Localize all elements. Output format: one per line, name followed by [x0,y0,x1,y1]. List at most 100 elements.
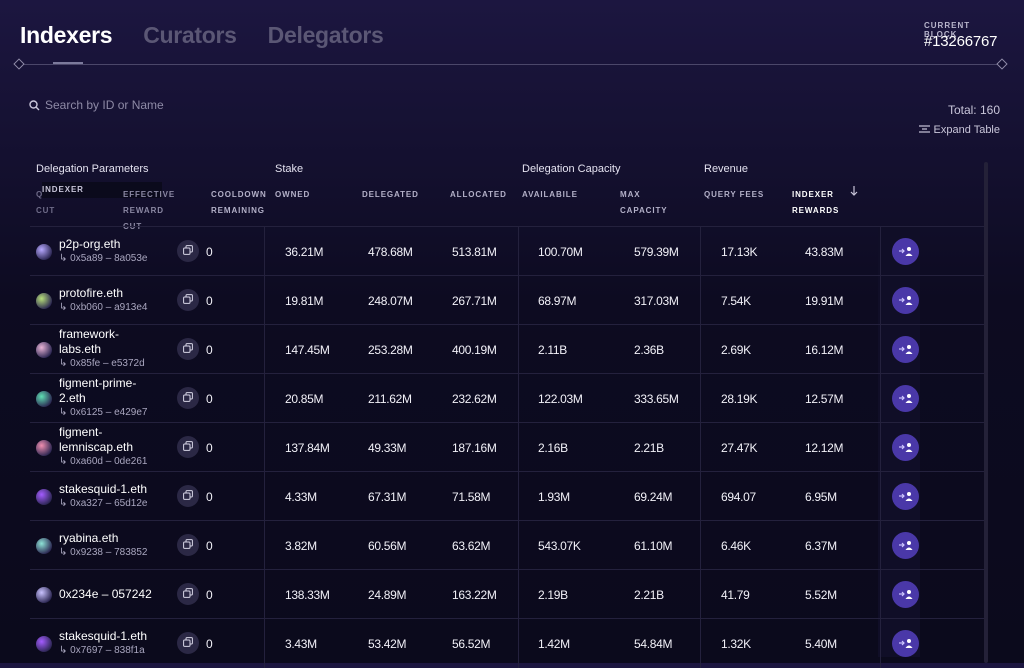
col-allocated[interactable]: ALLOCATED [450,187,520,203]
indexer-address: ↳ 0xb060 – a913e4 [59,302,147,313]
column-divider [880,619,881,668]
col-indexer-rewards[interactable]: INDEXER REWARDS [792,187,852,219]
expand-table-label: Expand Table [934,124,1000,136]
indexer-address: ↳ 0xa60d – 0de261 [59,456,147,467]
col-max-capacity[interactable]: MAX CAPACITY [620,187,670,219]
column-divider [880,570,881,619]
tab-curators[interactable]: Curators [143,22,236,49]
column-divider [264,374,265,423]
cell-cooldown: 0 [206,619,212,668]
indexer-name-line2[interactable]: labs.eth [59,342,101,357]
cell-allocated: 187.16M [452,423,497,472]
col-owned[interactable]: OWNED [275,187,335,203]
cell-indexer-rewards: 12.12M [805,423,843,472]
column-divider [700,325,701,374]
indexer-avatar [36,440,52,456]
cell-indexer-rewards: 19.91M [805,276,843,325]
delegate-button[interactable] [892,336,919,363]
copy-address-button[interactable] [177,583,199,605]
cell-allocated: 63.62M [452,521,490,570]
copy-icon [183,634,193,652]
cell-delegated: 67.31M [368,472,406,521]
column-divider [518,472,519,521]
cell-max-capacity: 2.21B [634,570,664,619]
delegate-button[interactable] [892,581,919,608]
expand-table-button[interactable]: Expand Table [919,124,1000,136]
table-row[interactable]: protofire.eth ↳ 0xb060 – a913e4 0 19.81M 248… [30,275,985,325]
expand-icon [919,124,930,136]
copy-address-button[interactable] [177,387,199,409]
column-divider [700,227,701,276]
table-row[interactable]: framework-labs.eth ↳ 0x85fe – e5372d 0 147.… [30,324,985,374]
cell-delegated: 253.28M [368,325,413,374]
table-row[interactable]: figment-prime- 2.eth ↳ 0x6125 – e429e7 0 20.… [30,373,985,423]
column-divider [700,374,701,423]
delegate-button[interactable] [892,287,919,314]
copy-address-button[interactable] [177,240,199,262]
copy-icon [183,389,193,407]
indexer-avatar [36,587,52,603]
delegate-button[interactable] [892,385,919,412]
cell-owned: 3.43M [285,619,317,668]
table-row[interactable]: figment-lemniscap.eth ↳ 0xa60d – 0de261 0 1… [30,422,985,472]
copy-address-button[interactable] [177,338,199,360]
column-divider [264,325,265,374]
column-divider [264,423,265,472]
cell-available: 2.16B [538,423,568,472]
delegate-user-icon [899,390,913,408]
delegate-button[interactable] [892,238,919,265]
total-count: Total: 160 [948,103,1000,117]
indexer-name[interactable]: 0x234e – 057242 [59,587,152,602]
copy-address-button[interactable] [177,632,199,654]
table-row[interactable]: 0x234e – 057242 0 138.33M 24.89M 163.22M 2.19… [30,569,985,619]
indexer-name-line2[interactable]: 2.eth [59,391,86,406]
copy-address-button[interactable] [177,436,199,458]
cell-query-fees: 1.32K [721,619,751,668]
indexer-name[interactable]: framework- [59,327,119,342]
indexer-name[interactable]: stakesquid-1.eth [59,482,147,497]
cell-query-fees: 41.79 [721,570,750,619]
tab-indexers[interactable]: Indexers [20,22,112,49]
indexer-name-line2[interactable]: lemniscap.eth [59,440,133,455]
copy-address-button[interactable] [177,485,199,507]
delegate-button[interactable] [892,532,919,559]
indexer-name[interactable]: protofire.eth [59,286,123,301]
column-divider [264,570,265,619]
cell-owned: 137.84M [285,423,330,472]
delegate-user-icon [899,292,913,310]
copy-icon [183,242,193,260]
cell-owned: 20.85M [285,374,323,423]
cell-delegated: 24.89M [368,570,406,619]
table-row[interactable]: stakesquid-1.eth ↳ 0x7697 – 838f1a 0 3.43M 5… [30,618,985,668]
copy-address-button[interactable] [177,289,199,311]
column-divider [700,619,701,668]
col-query-fees[interactable]: QUERY FEES [704,187,774,203]
col-cooldown-remaining[interactable]: COOLDOWN REMAINING [211,187,271,219]
cell-max-capacity: 317.03M [634,276,679,325]
sort-desc-icon[interactable] [850,186,858,202]
table-row[interactable]: stakesquid-1.eth ↳ 0xa327 – 65d12e 0 4.33M 6… [30,471,985,521]
indexer-name[interactable]: figment- [59,425,102,440]
cell-query-fees: 17.13K [721,227,757,276]
delegate-button[interactable] [892,483,919,510]
delegate-button[interactable] [892,434,919,461]
indexer-name[interactable]: p2p-org.eth [59,237,120,252]
search-input[interactable]: Search by ID or Name [45,98,164,112]
cell-indexer-rewards: 6.95M [805,472,837,521]
section-tabs: Indexers Curators Delegators [20,22,384,49]
copy-address-button[interactable] [177,534,199,556]
col-available[interactable]: AVAILABILE [522,187,592,203]
indexer-name[interactable]: figment-prime- [59,376,136,391]
tab-delegators[interactable]: Delegators [268,22,384,49]
scrollbar[interactable] [984,162,988,663]
table-row[interactable]: p2p-org.eth ↳ 0x5a89 – 8a053e 0 36.21M 478.6… [30,226,985,276]
table-row[interactable]: ryabina.eth ↳ 0x9238 – 783852 0 3.82M 60.56M… [30,520,985,570]
search-bar[interactable]: Search by ID or Name [29,98,164,112]
delegate-button[interactable] [892,630,919,657]
indexer-name[interactable]: ryabina.eth [59,531,118,546]
indexer-name[interactable]: stakesquid-1.eth [59,629,147,644]
column-divider [700,521,701,570]
col-delegated[interactable]: DELEGATED [362,187,432,203]
cell-query-fees: 694.07 [721,472,756,521]
cell-allocated: 163.22M [452,570,497,619]
